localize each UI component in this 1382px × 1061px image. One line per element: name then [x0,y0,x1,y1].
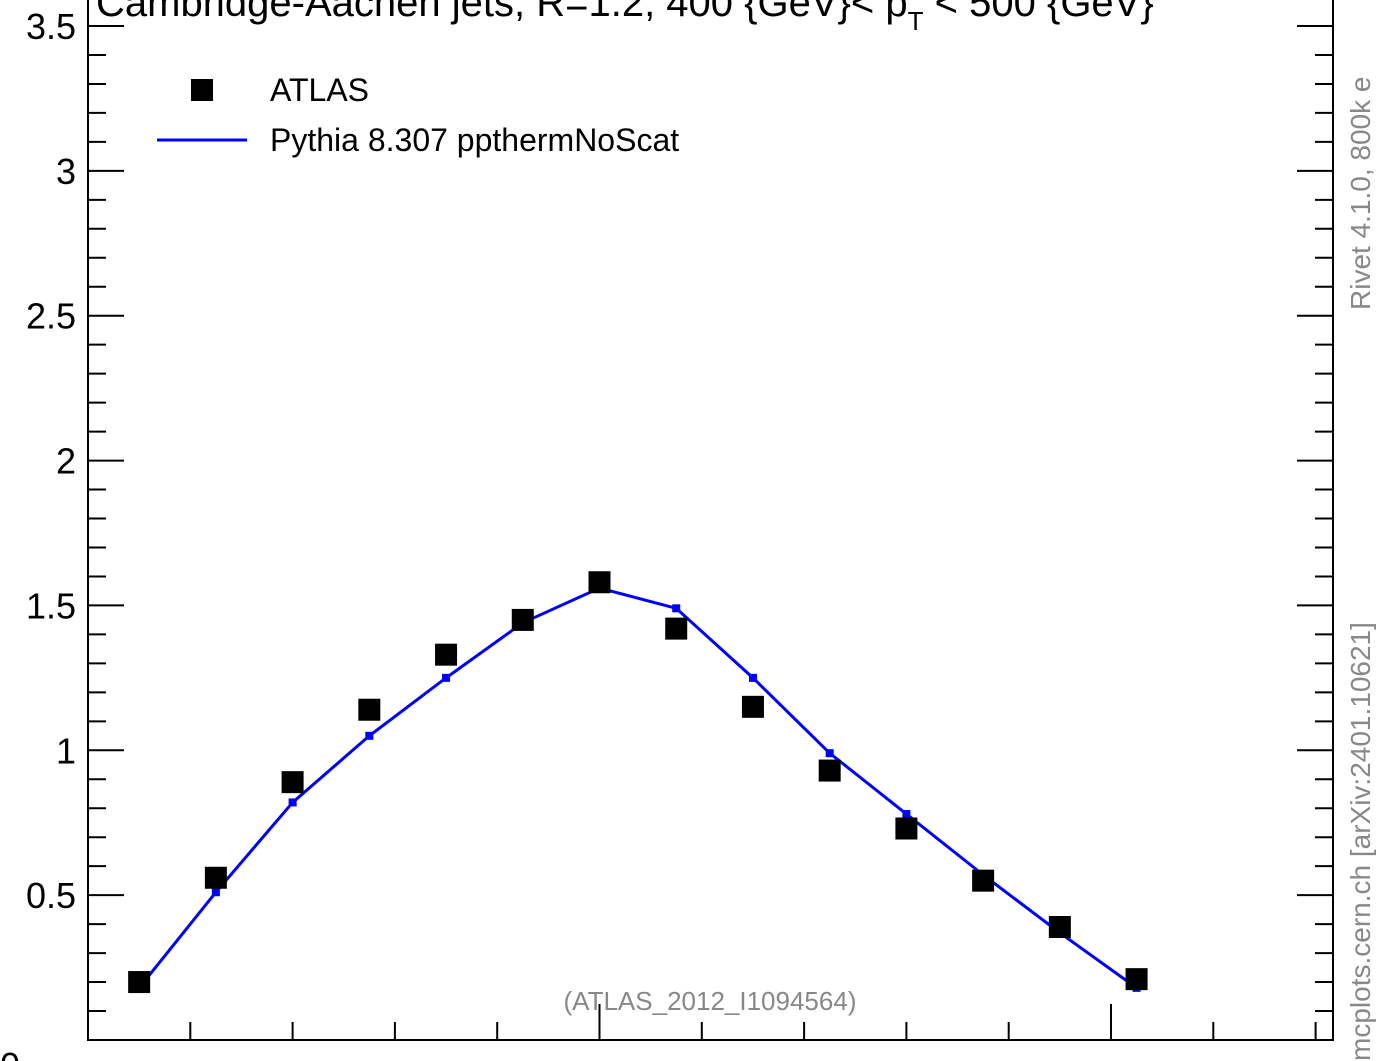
atlas-point [511,608,534,631]
chart-title: Cambridge-Aachen jets, R=1.2, 400 {GeV}<… [96,0,1154,36]
pythia-point [365,731,374,740]
pythia-point [902,810,911,819]
pythia-point [748,673,757,682]
atlas-point [204,866,227,889]
atlas-point [1125,968,1148,991]
y-tick-label: 2.5 [26,296,76,337]
y-tick-labels: 0.5 1 1.5 2 2.5 3 3.5 [26,6,76,916]
pythia-point [211,888,220,897]
atlas-point [665,617,688,640]
title-main: Cambridge-Aachen jets, R=1.2, 400 {GeV}<… [96,0,908,25]
plot-frame [87,0,1334,1041]
atlas-point [588,571,611,594]
axis-ticks [88,25,1333,1040]
atlas-point [1048,916,1071,939]
pythia-point [825,749,834,758]
series-layer [128,571,1148,994]
series-line-pythia [137,586,1138,990]
side-label-mcplots: mcplots.cern.ch [arXiv:2401.10621] [1345,622,1376,1061]
pythia-point [288,798,297,807]
pythia-point [442,673,451,682]
atlas-point [128,971,151,994]
legend-label-atlas: ATLAS [270,72,369,108]
legend: ATLAS Pythia 8.307 ppthermNoScat [157,72,679,158]
analysis-annotation: (ATLAS_2012_I1094564) [564,986,857,1016]
y-tick-label-zero: 0 [0,1045,20,1061]
title-end: < 500 {GeV} [924,0,1154,25]
atlas-point [895,817,918,840]
atlas-point [972,869,995,892]
y-tick-label: 2 [56,441,76,482]
legend-marker-atlas [191,79,213,101]
y-tick-label: 3.5 [26,6,76,47]
atlas-point [281,771,304,794]
atlas-point [818,759,841,782]
y-tick-label: 0.5 [26,875,76,916]
atlas-point [358,698,381,721]
y-tick-label: 3 [56,151,76,192]
y-tick-label: 1.5 [26,585,76,626]
atlas-point [741,695,764,718]
y-tick-label: 1 [56,730,76,771]
side-label-rivet: Rivet 4.1.0, 800k e [1345,77,1376,310]
pythia-point [672,604,681,613]
atlas-point [435,643,458,666]
legend-label-pythia: Pythia 8.307 ppthermNoScat [270,122,679,158]
title-subscript: T [908,6,924,36]
